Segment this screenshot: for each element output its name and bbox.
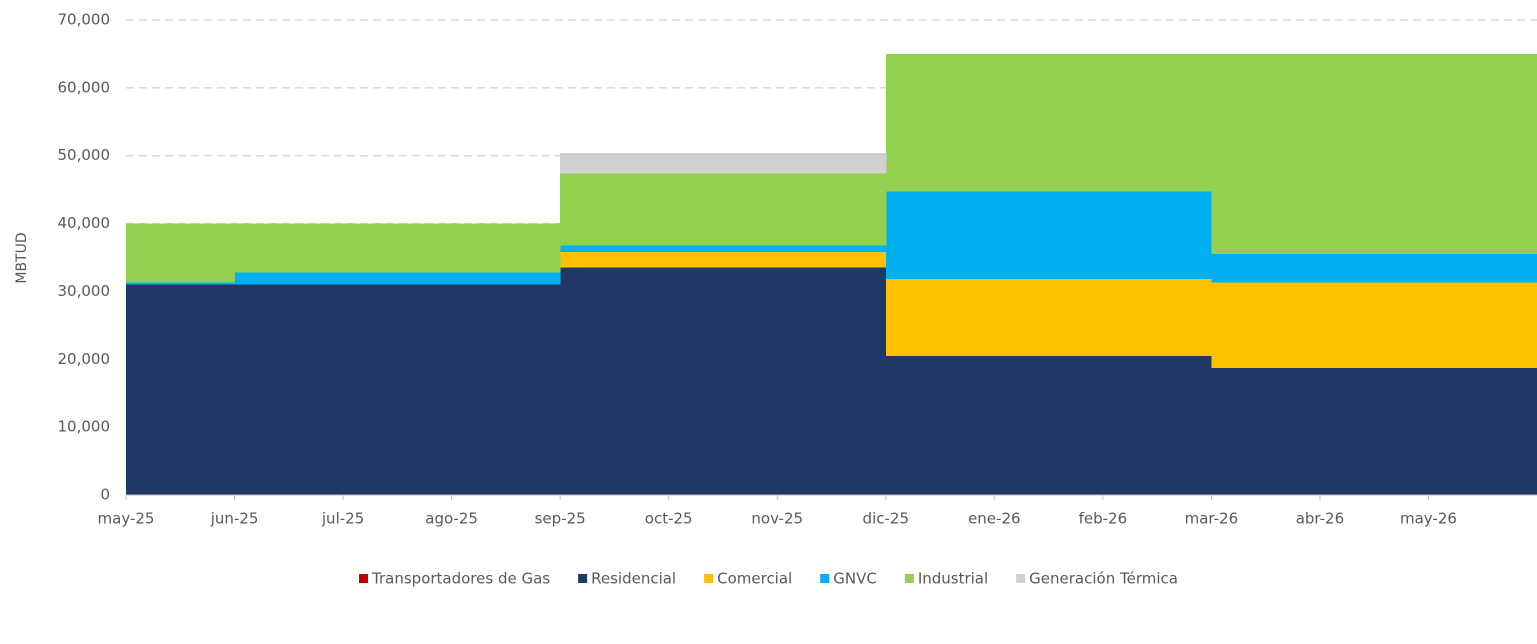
- legend-label: Comercial: [717, 570, 792, 588]
- x-tick-label: sep-25: [535, 510, 586, 528]
- area-segment: [451, 272, 561, 285]
- legend-swatch: [578, 574, 588, 583]
- area-segment: [1319, 254, 1429, 283]
- x-tick-label: feb-26: [1079, 510, 1128, 528]
- area-segment: [1428, 53, 1537, 255]
- area-segment: [668, 252, 778, 268]
- area-segment: [1102, 355, 1212, 495]
- area-segment: [343, 223, 453, 273]
- y-axis-label: MBTUD: [14, 232, 30, 283]
- x-tick-label: mar-26: [1185, 510, 1239, 528]
- area-segment: [668, 173, 778, 246]
- area-segment: [994, 53, 1104, 192]
- area-segment: [994, 279, 1104, 356]
- area-segment: [343, 272, 453, 285]
- area-segment: [234, 223, 344, 273]
- x-tick-label: ene-26: [968, 510, 1020, 528]
- x-tick-label: jul-25: [321, 510, 364, 528]
- legend-label: Industrial: [918, 570, 988, 588]
- area-segment: [1102, 191, 1212, 280]
- x-tick-label: may-26: [1400, 510, 1457, 528]
- legend-swatch: [359, 574, 369, 583]
- area-segment: [885, 279, 995, 356]
- x-tick-label: oct-25: [645, 510, 693, 528]
- area-segment: [1428, 282, 1537, 369]
- area-segment: [777, 153, 887, 174]
- area-segment: [560, 153, 670, 174]
- area-segment: [1102, 53, 1212, 192]
- area-segment: [1428, 254, 1537, 283]
- area-segment: [777, 252, 887, 268]
- x-tick-label: jun-25: [210, 510, 259, 528]
- legend-swatch: [820, 574, 830, 583]
- legend-label: Residencial: [591, 570, 676, 588]
- area-segment: [777, 267, 887, 495]
- y-tick-label: 40,000: [58, 214, 111, 232]
- area-segment: [343, 284, 453, 495]
- area-segment: [126, 284, 236, 495]
- legend-label: Transportadores de Gas: [371, 570, 550, 588]
- area-segment: [1102, 279, 1212, 356]
- area-segment: [451, 284, 561, 495]
- area-segment: [777, 173, 887, 246]
- area-segment: [126, 223, 236, 283]
- area-segment: [560, 245, 670, 253]
- area-segment: [994, 355, 1104, 495]
- y-tick-label: 50,000: [58, 146, 111, 164]
- area-segment: [668, 245, 778, 253]
- legend-swatch: [1016, 574, 1026, 583]
- area-segment: [234, 272, 344, 285]
- area-segment: [885, 53, 995, 192]
- y-tick-label: 10,000: [58, 418, 111, 436]
- area-segment: [668, 153, 778, 174]
- area-segment: [1319, 53, 1429, 255]
- y-tick-label: 30,000: [58, 282, 111, 300]
- y-tick-label: 0: [100, 486, 110, 504]
- x-tick-label: may-25: [98, 510, 155, 528]
- area-segment: [1428, 368, 1537, 495]
- area-segment: [1211, 368, 1321, 495]
- area-segment: [234, 284, 344, 495]
- area-segment: [885, 191, 995, 280]
- area-segment: [994, 191, 1104, 280]
- area-segment: [777, 245, 887, 253]
- legend-label: Generación Térmica: [1029, 570, 1178, 588]
- area-segment: [885, 355, 995, 495]
- area-segment: [1211, 282, 1321, 369]
- area-segment: [560, 252, 670, 268]
- y-tick-label: 60,000: [58, 78, 111, 96]
- legend-label: GNVC: [833, 570, 877, 588]
- y-tick-label: 20,000: [58, 350, 111, 368]
- x-tick-label: dic-25: [863, 510, 909, 528]
- x-tick-label: abr-26: [1296, 510, 1344, 528]
- area-segment: [560, 267, 670, 495]
- area-segment: [668, 267, 778, 495]
- area-segment: [1211, 53, 1321, 255]
- area-segment: [1319, 282, 1429, 369]
- area-segment: [1211, 254, 1321, 283]
- x-tick-label: ago-25: [425, 510, 478, 528]
- legend-swatch: [904, 574, 914, 583]
- x-tick-label: nov-25: [751, 510, 803, 528]
- y-tick-label: 70,000: [58, 11, 111, 29]
- legend-swatch: [704, 574, 714, 583]
- area-segment: [560, 173, 670, 246]
- area-segment: [451, 223, 561, 273]
- area-segment: [1319, 368, 1429, 495]
- area-segment: [126, 282, 236, 285]
